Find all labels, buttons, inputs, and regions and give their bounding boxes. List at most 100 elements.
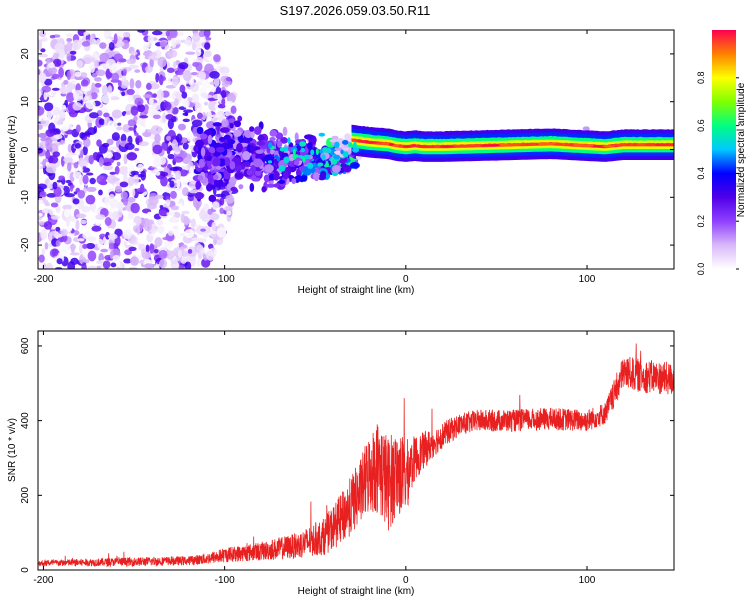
noise-blob bbox=[137, 104, 146, 113]
noise-blob bbox=[101, 94, 112, 104]
noise-blob bbox=[48, 233, 53, 243]
noise-blob bbox=[145, 244, 150, 253]
noise-blob bbox=[182, 187, 189, 197]
halo-blob bbox=[344, 133, 352, 140]
bright-spot bbox=[333, 154, 341, 160]
transition-blob bbox=[198, 158, 205, 168]
noise-blob bbox=[154, 133, 161, 143]
noise-blob bbox=[118, 166, 130, 175]
noise-blob bbox=[128, 246, 137, 252]
noise-blob bbox=[225, 77, 232, 82]
colorbar-label: Normalized spectral amplitude bbox=[736, 82, 747, 217]
noise-blob bbox=[66, 52, 72, 62]
spectrogram-x-label: Height of straight line (km) bbox=[298, 285, 415, 296]
spectrogram-x-tick-label: -100 bbox=[215, 274, 235, 285]
noise-blob bbox=[44, 242, 49, 250]
noise-blob bbox=[130, 202, 140, 214]
noise-blob bbox=[43, 91, 48, 101]
noise-blob bbox=[158, 249, 168, 259]
colorbar-ticks: 0.0 0.2 0.4 0.6 0.8 bbox=[696, 72, 739, 275]
bright-spot bbox=[340, 149, 344, 155]
noise-blob bbox=[221, 118, 229, 128]
noise-blob bbox=[169, 166, 180, 172]
noise-blob bbox=[162, 112, 167, 123]
noise-blob bbox=[69, 50, 77, 55]
noise-blob bbox=[209, 213, 220, 221]
noise-blob bbox=[134, 69, 141, 73]
snr-x-ticks: -200 -100 0 100 bbox=[33, 331, 596, 586]
transition-blob bbox=[255, 149, 264, 154]
noise-blob bbox=[66, 37, 73, 43]
noise-blob bbox=[219, 207, 225, 215]
noise-blob bbox=[112, 211, 119, 221]
noise-blob bbox=[178, 264, 185, 269]
noise-blob bbox=[127, 93, 133, 103]
noise-blob bbox=[182, 142, 189, 150]
noise-blob bbox=[171, 106, 179, 115]
transition-blob bbox=[238, 184, 244, 190]
noise-blob bbox=[88, 154, 95, 165]
noise-blob bbox=[82, 243, 88, 249]
transition-blob bbox=[307, 142, 313, 150]
noise-blob bbox=[182, 98, 190, 108]
figure-title: S197.2026.059.03.50.R11 bbox=[280, 3, 431, 18]
noise-blob bbox=[96, 265, 101, 269]
transition-blob bbox=[216, 146, 225, 153]
noise-blob bbox=[38, 53, 49, 58]
noise-blob bbox=[160, 175, 168, 187]
noise-blob bbox=[199, 88, 207, 93]
noise-blob bbox=[74, 71, 82, 78]
noise-blob bbox=[50, 215, 60, 220]
noise-blob bbox=[44, 202, 51, 207]
bright-spot bbox=[315, 148, 319, 155]
noise-blob bbox=[67, 161, 72, 172]
noise-blob bbox=[85, 242, 96, 250]
noise-blob bbox=[52, 181, 58, 190]
noise-blob bbox=[170, 190, 177, 199]
noise-blob bbox=[52, 52, 59, 59]
noise-blob bbox=[38, 106, 45, 116]
transition-blob bbox=[250, 144, 255, 155]
bright-spot bbox=[326, 148, 332, 154]
noise-blob bbox=[38, 124, 43, 130]
noise-blob bbox=[177, 249, 183, 258]
transition-blob bbox=[278, 179, 286, 184]
noise-blob bbox=[44, 102, 54, 112]
noise-blob bbox=[108, 41, 115, 51]
noise-blob bbox=[38, 72, 47, 83]
noise-blob bbox=[69, 252, 80, 256]
halo-blob bbox=[582, 126, 590, 131]
noise-blob bbox=[149, 57, 154, 68]
bright-spot bbox=[302, 157, 306, 163]
noise-blob bbox=[177, 123, 186, 131]
noise-blob bbox=[64, 193, 75, 198]
noise-blob bbox=[60, 155, 65, 167]
noise-blob bbox=[110, 102, 118, 111]
noise-blob bbox=[127, 176, 135, 187]
transition-blob bbox=[218, 136, 226, 142]
noise-blob bbox=[203, 30, 211, 38]
noise-blob bbox=[100, 248, 109, 253]
noise-blob bbox=[96, 174, 107, 185]
noise-blob bbox=[65, 217, 70, 228]
noise-blob bbox=[103, 157, 112, 162]
noise-blob bbox=[116, 161, 121, 167]
transition-blob bbox=[212, 157, 221, 167]
noise-blob bbox=[206, 250, 215, 261]
noise-blob bbox=[123, 153, 128, 165]
noise-blob bbox=[83, 54, 93, 64]
noise-blob bbox=[54, 42, 65, 54]
noise-blob bbox=[45, 139, 53, 151]
noise-blob bbox=[38, 183, 47, 190]
noise-blob bbox=[113, 33, 118, 45]
noise-blob bbox=[143, 104, 150, 115]
noise-blob bbox=[128, 64, 139, 69]
noise-blob bbox=[153, 167, 163, 172]
noise-blob bbox=[123, 241, 128, 247]
noise-blob bbox=[152, 93, 157, 99]
noise-blob bbox=[191, 93, 200, 104]
noise-blob bbox=[66, 33, 73, 38]
noise-blob bbox=[213, 77, 220, 87]
noise-blob bbox=[204, 50, 212, 58]
